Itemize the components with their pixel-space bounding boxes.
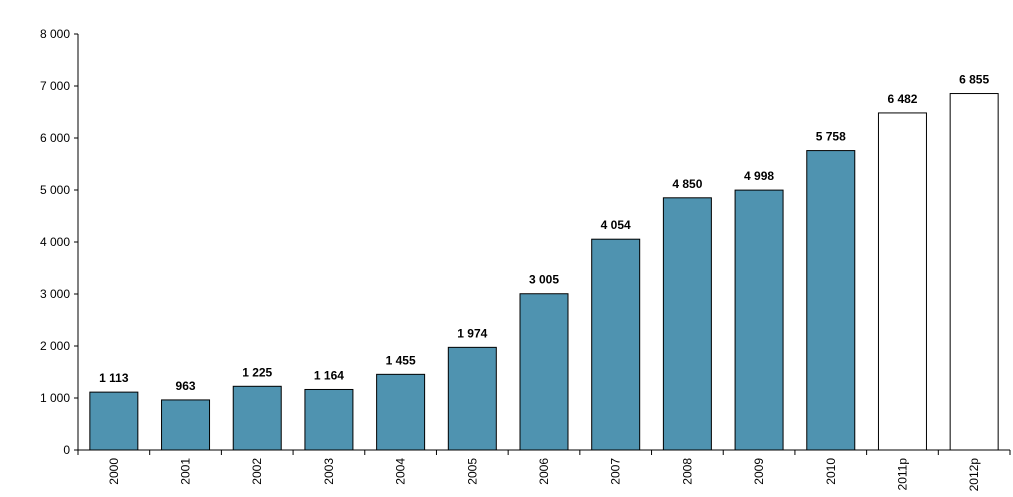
value-label: 1 164 [314,368,344,382]
value-label: 1 974 [457,326,487,340]
y-tick-label: 7 000 [40,79,70,93]
bar [519,293,569,451]
x-tick-label: 2011p [895,458,909,491]
value-label: 963 [176,379,196,393]
bar [877,112,927,451]
x-tick-label: 2003 [322,458,336,485]
value-label: 6 855 [959,73,989,87]
x-tick-label: 2000 [107,458,121,485]
y-tick-label: 4 000 [40,235,70,249]
bar [806,150,856,451]
bar [447,346,497,451]
bar [591,238,641,451]
bar [304,388,354,451]
x-tick-label: 2001 [179,458,193,485]
x-tick-label: 2009 [752,458,766,485]
value-label: 1 225 [242,365,272,379]
x-tick-label: 2007 [609,458,623,485]
y-tick-label: 1 000 [40,391,70,405]
x-tick-label: 2006 [537,458,551,485]
value-label: 4 054 [601,218,631,232]
y-tick-label: 6 000 [40,131,70,145]
y-tick-label: 8 000 [40,27,70,41]
x-tick-label: 2008 [680,458,694,485]
value-label: 4 850 [672,177,702,191]
bar [232,385,282,451]
bar [161,399,211,451]
y-tick-label: 2 000 [40,339,70,353]
bar [89,391,139,451]
x-tick-label: 2004 [394,458,408,485]
y-tick-label: 5 000 [40,183,70,197]
bar [376,373,426,451]
value-label: 1 455 [386,353,416,367]
value-label: 1 113 [99,371,129,385]
y-tick-label: 3 000 [40,287,70,301]
bar [734,189,784,451]
value-label: 4 998 [744,169,774,183]
x-tick-label: 2012p [967,458,981,492]
bar [949,93,999,451]
bar [662,197,712,451]
x-tick-label: 2010 [824,458,838,485]
x-tick-label: 2002 [250,458,264,485]
y-tick-label: 0 [63,443,70,457]
value-label: 3 005 [529,273,559,287]
x-tick-label: 2005 [465,458,479,485]
value-label: 5 758 [816,130,846,144]
value-label: 6 482 [887,92,917,106]
